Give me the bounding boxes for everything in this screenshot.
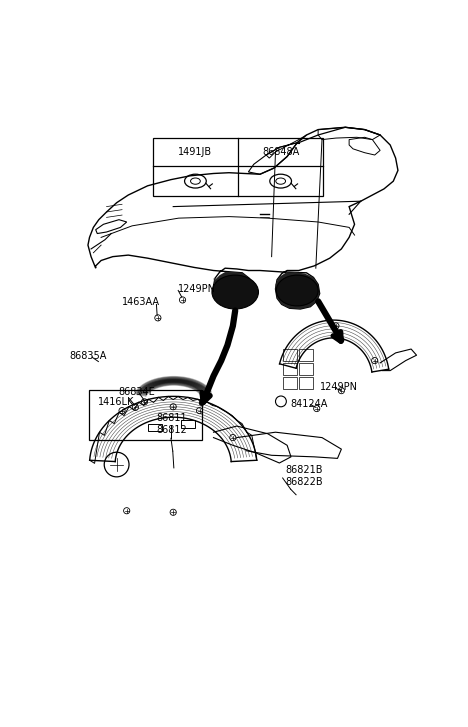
Ellipse shape [276,275,318,306]
Bar [283,377,297,389]
Bar [153,137,323,196]
Bar [181,420,195,427]
Text: 86834E: 86834E [118,387,155,397]
Bar [299,363,313,375]
Bar [299,349,313,361]
Text: 86848A: 86848A [262,148,299,157]
Bar [299,377,313,389]
Text: 1416LK: 1416LK [98,397,135,407]
Polygon shape [276,272,320,309]
Text: 86835A: 86835A [69,351,107,361]
Text: 1491JB: 1491JB [178,148,212,157]
Text: 84124A: 84124A [291,398,328,409]
Text: 1249PN: 1249PN [178,284,216,294]
Polygon shape [213,272,256,308]
Text: 1463AA: 1463AA [122,297,160,308]
Text: 1249PN: 1249PN [320,382,358,392]
Bar [283,363,297,375]
Bar [283,349,297,361]
Text: 86821B
86822B: 86821B 86822B [285,465,323,487]
Text: 86811
86812: 86811 86812 [156,414,187,435]
Ellipse shape [212,275,258,309]
Bar [89,390,202,440]
Bar [147,424,161,431]
